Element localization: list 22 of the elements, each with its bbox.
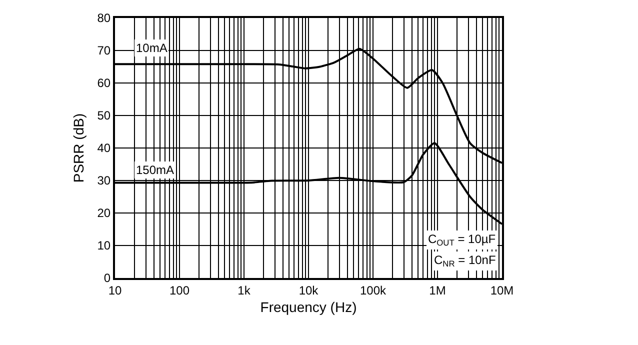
annotation: C$_{NR}$ = 10nF	[434, 253, 496, 269]
x-tick-label: 100	[169, 283, 190, 298]
y-axis-title: PSRR (dB)	[70, 113, 86, 183]
series-label: 150mA	[136, 163, 174, 177]
x-tick-label: 10	[108, 283, 122, 298]
y-tick-label: 0	[104, 271, 111, 286]
x-tick-label: 1M	[429, 283, 446, 298]
x-tick-label: 10M	[490, 283, 514, 298]
annotation: C$_{OUT}$ = 10µF	[428, 232, 496, 248]
series-label: 10mA	[136, 41, 168, 55]
y-tick-label: 10	[97, 238, 111, 253]
x-axis-title: Frequency (Hz)	[260, 299, 357, 316]
x-tick-label: 100k	[360, 283, 388, 298]
y-tick-label: 30	[97, 174, 111, 188]
y-tick-label: 70	[97, 44, 111, 58]
y-tick-label: 50	[97, 108, 111, 123]
y-tick-label: 80	[97, 11, 111, 26]
y-tick-label: 60	[97, 76, 111, 90]
x-tick-label: 10k	[298, 283, 320, 298]
x-tick-label: 1k	[238, 283, 252, 298]
y-tick-label: 20	[97, 206, 111, 220]
y-tick-label: 40	[97, 141, 111, 156]
